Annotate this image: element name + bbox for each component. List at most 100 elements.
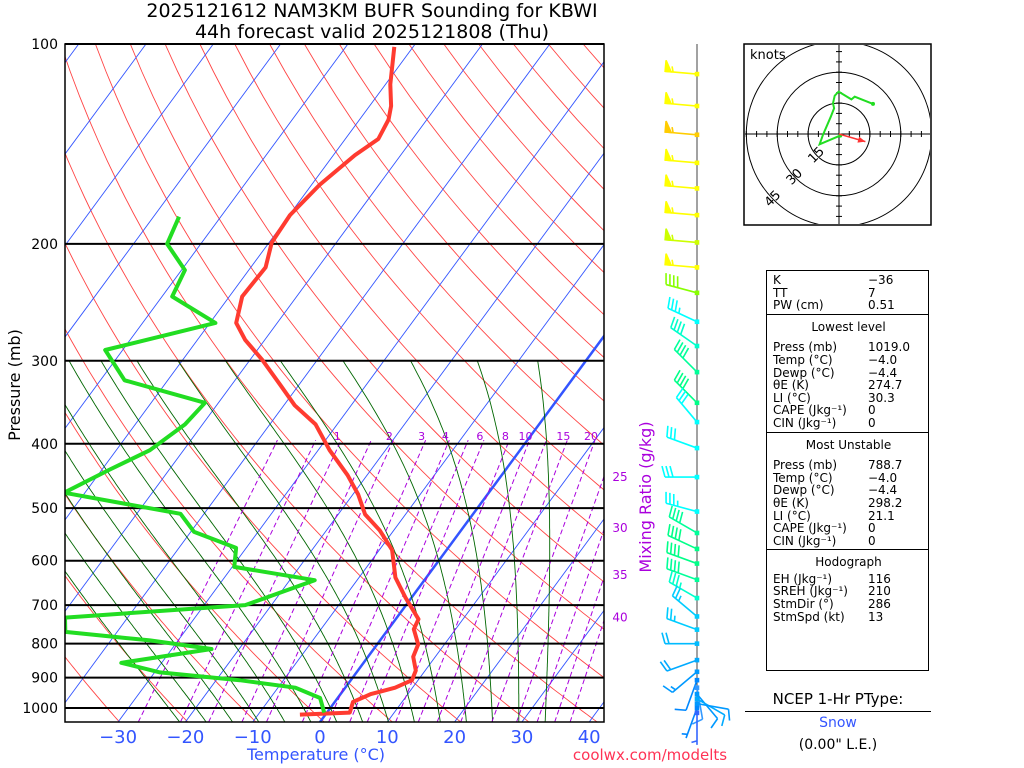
wind-barb-shaft bbox=[665, 283, 698, 294]
wind-barb-flag bbox=[664, 91, 673, 105]
y-tick-label: 700 bbox=[31, 598, 58, 614]
wind-barb-base bbox=[694, 710, 700, 716]
wind-barb bbox=[673, 339, 700, 375]
wind-barb-base bbox=[694, 265, 700, 270]
y-tick-label: 500 bbox=[31, 501, 58, 517]
wind-barb-full bbox=[670, 316, 676, 328]
wind-barb-full bbox=[659, 661, 668, 672]
x-tick-label: −20 bbox=[166, 727, 204, 748]
wind-barb-base bbox=[694, 160, 700, 166]
mixing-ratio-tick-label: 6 bbox=[476, 430, 483, 443]
wind-barb-half bbox=[671, 154, 674, 161]
isotherm bbox=[65, 44, 214, 247]
mixing-ratio-tick-label: 1 bbox=[334, 430, 341, 443]
mixing-ratio-line bbox=[265, 439, 394, 722]
wind-barb-full bbox=[675, 509, 680, 522]
wind-barb-full bbox=[678, 511, 684, 524]
stat-label: CIN (Jkg⁻¹) bbox=[773, 415, 837, 430]
moist-adiabat bbox=[410, 360, 494, 722]
mixing-ratio-line bbox=[554, 575, 604, 722]
wind-barb bbox=[664, 228, 700, 245]
wind-barb-base bbox=[694, 369, 700, 375]
x-tick-label: −10 bbox=[234, 727, 272, 748]
dry-adiabat bbox=[304, 44, 604, 402]
wind-barb-full bbox=[668, 505, 673, 518]
wind-barb-full bbox=[669, 558, 673, 571]
wind-barb bbox=[664, 253, 700, 270]
wind-barb-shaft bbox=[696, 693, 719, 720]
wind-barb-full bbox=[682, 378, 690, 390]
mixing-ratio-line bbox=[436, 439, 547, 722]
wind-barb-full bbox=[721, 714, 726, 727]
wind-barb-full bbox=[677, 561, 680, 573]
wind-barb-full bbox=[682, 347, 690, 359]
stat-label: CIN (Jkg⁻¹) bbox=[773, 533, 837, 548]
wind-barb-full bbox=[673, 543, 677, 556]
mixing-ratio-line bbox=[460, 439, 568, 722]
wind-barb-base bbox=[694, 677, 700, 683]
wind-barb-shaft bbox=[666, 436, 698, 449]
moist-adiabat bbox=[225, 360, 415, 722]
stats-hodograph: Hodograph EH (Jkg⁻¹) 116 SREH (Jkg⁻¹) 210 Stm… bbox=[767, 550, 928, 625]
wind-barb-base bbox=[694, 691, 700, 697]
wind-barb-full bbox=[671, 585, 678, 597]
wind-barb bbox=[666, 557, 700, 583]
section-heading: Lowest level bbox=[811, 319, 886, 334]
wind-barb-half bbox=[670, 685, 677, 691]
wind-barb-shaft bbox=[666, 659, 698, 672]
wind-barb bbox=[668, 505, 700, 536]
wind-barb-full bbox=[679, 344, 687, 356]
wind-barb-base bbox=[694, 561, 700, 566]
moist-adiabat bbox=[65, 492, 233, 722]
wind-barb-flag bbox=[664, 201, 673, 214]
wind-barb-base bbox=[694, 530, 700, 536]
y-tick-label: 800 bbox=[31, 637, 58, 653]
credit-link[interactable]: coolwx.com/modelts bbox=[573, 746, 727, 764]
mixing-ratio-axis-label: Mixing Ratio (g/kg) bbox=[636, 421, 655, 572]
precip-type-panel: NCEP 1-Hr PType: Snow (0.00" L.E.) bbox=[745, 690, 931, 753]
stat-value: 30.3 bbox=[868, 390, 895, 405]
moist-adiabat bbox=[65, 403, 286, 722]
wind-barb-half bbox=[671, 207, 674, 214]
stat-row: K −36 bbox=[773, 274, 924, 287]
wind-barb-shaft bbox=[696, 702, 729, 710]
stat-row: Press (mb) 788.7 bbox=[773, 459, 924, 472]
wind-barb bbox=[664, 148, 700, 166]
dry-adiabat bbox=[65, 242, 462, 722]
y-tick-label: 100 bbox=[31, 37, 58, 53]
isotherm bbox=[252, 243, 604, 722]
wind-barb-base bbox=[694, 103, 700, 109]
stat-label: TT bbox=[773, 285, 788, 300]
stat-row: CAPE (Jkg⁻¹) 0 bbox=[773, 404, 924, 417]
stat-label: LI (°C) bbox=[773, 508, 811, 523]
wind-barb-base bbox=[694, 641, 700, 646]
stat-row: TT 7 bbox=[773, 285, 924, 300]
wind-barb bbox=[664, 174, 700, 191]
wind-barb bbox=[665, 491, 700, 514]
stat-row: EH (Jkg⁻¹) 116 bbox=[773, 573, 924, 586]
wind-barb bbox=[664, 91, 700, 109]
wind-barb-full bbox=[665, 465, 670, 478]
wind-barb-full bbox=[674, 527, 678, 539]
moist-adiabat bbox=[65, 570, 181, 722]
wind-barb-base bbox=[694, 71, 700, 77]
wind-barb bbox=[674, 677, 700, 712]
stat-label: Press (mb) bbox=[773, 340, 838, 355]
wind-barb-base bbox=[694, 319, 700, 325]
chart-title-line2: 44h forecast valid 2025121808 (Thu) bbox=[195, 21, 549, 43]
wind-barb-base bbox=[694, 445, 700, 451]
dry-adiabat bbox=[199, 44, 604, 537]
wind-barb-full bbox=[668, 570, 673, 583]
stat-label: CAPE (Jkg⁻¹) bbox=[773, 403, 847, 418]
wind-barb-base bbox=[694, 627, 700, 632]
dry-adiabat bbox=[65, 656, 120, 722]
wind-barb-full bbox=[667, 524, 671, 536]
wind-barb-shaft bbox=[670, 327, 698, 347]
dry-adiabat bbox=[338, 44, 604, 359]
hodograph-trace-end bbox=[870, 101, 875, 106]
wind-barb-full bbox=[663, 659, 672, 671]
mixing-ratio-tick-label: 40 bbox=[612, 611, 627, 625]
x-tick-label: 0 bbox=[314, 727, 325, 748]
wind-barb-full bbox=[670, 525, 675, 538]
